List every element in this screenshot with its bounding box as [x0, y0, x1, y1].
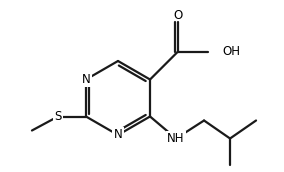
Text: NH: NH [167, 132, 185, 145]
Text: O: O [174, 9, 183, 22]
Text: S: S [54, 110, 62, 123]
Text: OH: OH [222, 45, 240, 58]
Text: N: N [82, 73, 90, 86]
Text: N: N [114, 128, 122, 142]
